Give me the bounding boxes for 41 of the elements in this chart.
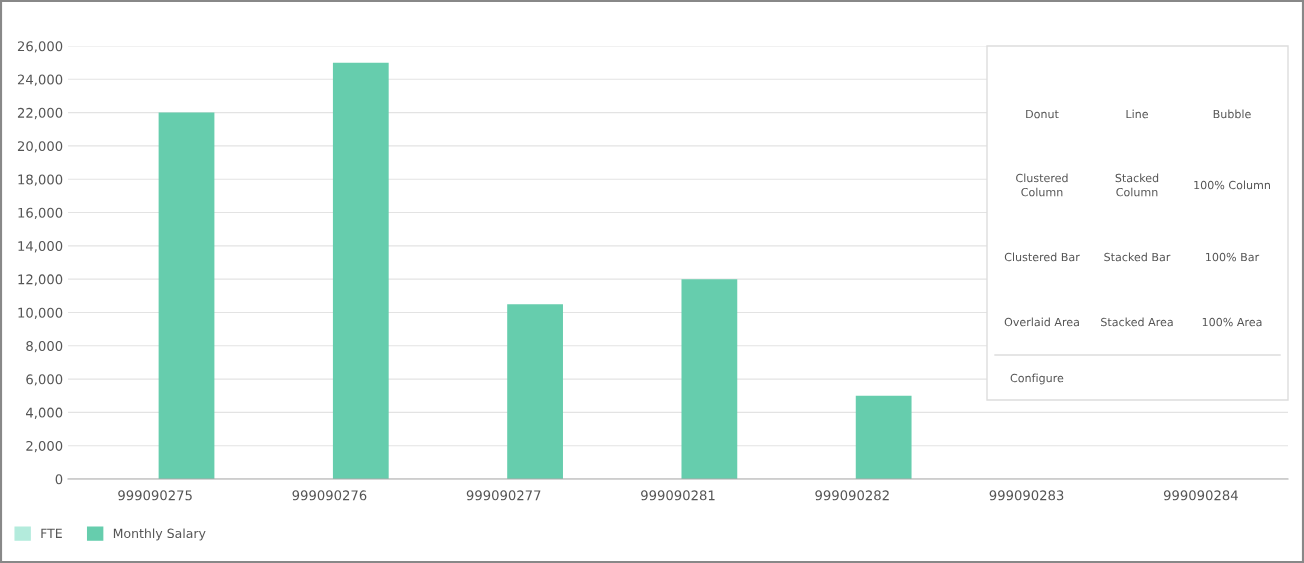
legend-label: FTE [41,528,62,538]
y-tick-label: 6,000 [26,374,63,386]
x-tick-label: 999090283 [989,490,1064,501]
annotation: 100% Bar [1206,252,1260,262]
annotation: Overlaid Area [1004,317,1079,327]
annotation: Configure [1010,373,1064,385]
annotation: 100% Area [1202,317,1262,327]
bar [681,279,738,479]
x-tick-label: 999090282 [815,490,889,501]
annotation: Clustered Bar [1004,252,1080,262]
y-tick-label: 4,000 [26,407,63,419]
y-tick-label: 16,000 [18,207,63,220]
x-tick-label: 999090277 [466,490,541,501]
x-tick-label: 999090281 [641,490,715,501]
x-tick-label: 999090276 [292,490,367,501]
y-tick-label: 12,000 [18,274,63,286]
y-tick-label: 14,000 [18,241,63,253]
bar [332,62,389,479]
y-tick-label: 8,000 [26,340,63,353]
legend-label: Monthly Salary [113,528,206,541]
y-tick-label: 18,000 [18,174,63,186]
annotation: Bubble [1213,109,1251,119]
annotation: Donut [1026,109,1059,119]
annotation: 100% Column [1194,180,1270,190]
x-tick-label: 999090284 [1163,490,1238,501]
bar [855,395,912,479]
y-tick-label: 0 [55,474,63,485]
annotation: Stacked Area [1101,317,1173,327]
y-tick-label: 24,000 [17,74,63,86]
bar [158,112,215,479]
y-tick-label: 26,000 [17,41,63,53]
x-tick-label: 999090275 [118,490,192,501]
annotation: Clustered Column [1016,173,1068,197]
y-tick-label: 22,000 [17,107,63,120]
y-tick-label: 2,000 [26,440,63,453]
bar [507,304,563,479]
annotation: Stacked Column [1115,173,1159,197]
y-tick-label: 10,000 [18,307,63,320]
annotation: Line [1126,109,1148,119]
y-tick-label: 20,000 [17,141,63,153]
annotation: Stacked Bar [1104,252,1171,262]
